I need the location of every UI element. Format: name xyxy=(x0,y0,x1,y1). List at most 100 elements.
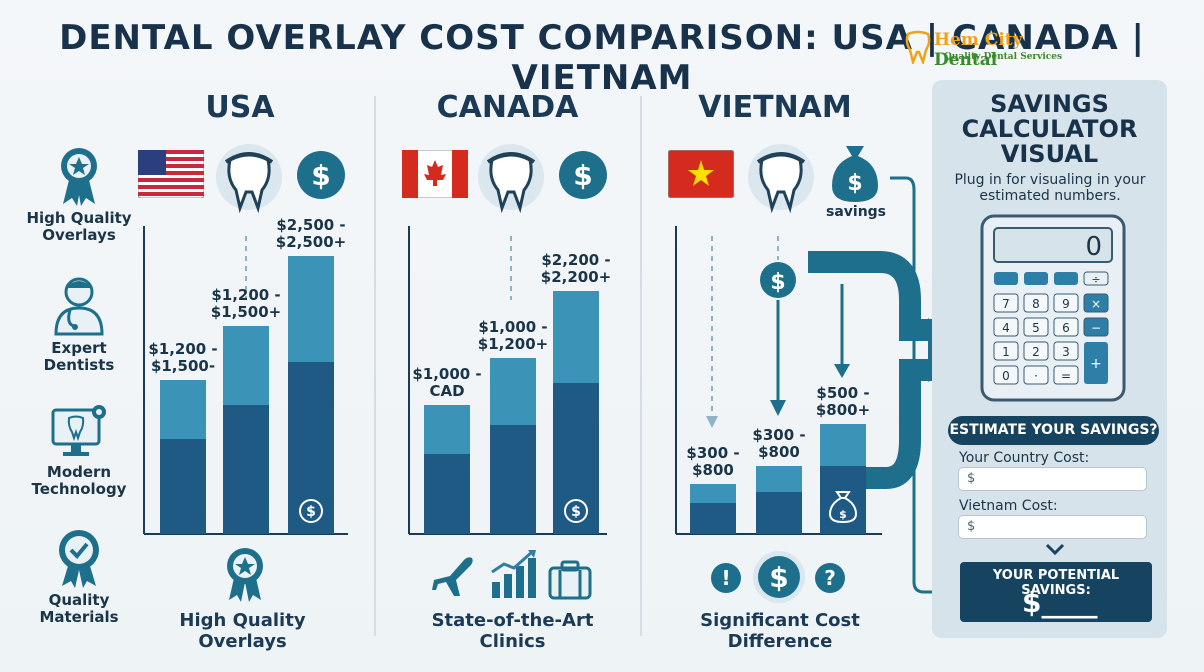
logo-name-part2: Dental xyxy=(934,50,998,70)
vietnam-cost-label: Vietnam Cost: xyxy=(959,498,1058,514)
calc-key[interactable]: 0 xyxy=(993,365,1019,385)
feature-label: Modern Technology xyxy=(31,463,127,498)
calc-key-plus[interactable]: + xyxy=(1084,342,1108,384)
data-label: $1,000 -$1,200+ xyxy=(478,318,548,353)
svg-text:$: $ xyxy=(769,561,788,594)
svg-text:4: 4 xyxy=(1002,321,1010,335)
page-title: DENTAL OVERLAY COST COMPARISON: USA | CA… xyxy=(59,18,1145,98)
svg-text:5: 5 xyxy=(1032,321,1040,335)
calc-key[interactable]: 8 xyxy=(1023,293,1049,313)
column-divider xyxy=(640,96,642,636)
calc-key[interactable]: · xyxy=(1023,365,1049,385)
feature-label: Expert Dentists xyxy=(43,339,115,374)
bar-segment xyxy=(160,439,206,534)
data-label: $1,000 -CAD xyxy=(412,365,481,400)
award-ribbon-icon xyxy=(61,148,97,206)
bar-segment xyxy=(288,362,334,534)
calculator-icon: 0 ÷ 7 8 9 × 4 5 6 − 1 2 3 +0 · = xyxy=(980,214,1126,402)
usa-flag-icon xyxy=(138,150,204,198)
svg-text:3: 3 xyxy=(1062,345,1070,359)
bar-segment xyxy=(690,503,736,534)
bar-segment xyxy=(490,425,536,534)
award-ribbon-icon xyxy=(227,548,263,602)
bar-money-bag-icon: $ xyxy=(828,491,858,524)
data-label: $1,200 -$1,500- xyxy=(148,340,217,375)
svg-text:0: 0 xyxy=(1002,369,1010,383)
calc-key[interactable]: = xyxy=(1053,365,1079,385)
calc-key[interactable]: 7 xyxy=(993,293,1019,313)
svg-text:$: $ xyxy=(573,159,592,192)
bar-segment xyxy=(424,454,470,534)
calc-key[interactable]: 6 xyxy=(1053,317,1079,337)
bar-chart-usa: $1,200 -$1,500- $1,200 -$1,500+ $2,500 -$2… xyxy=(143,216,348,535)
svg-text:2: 2 xyxy=(1032,345,1040,359)
bar-dollar-icon: $ xyxy=(564,499,588,523)
calculator-title-line2: CALCULATOR xyxy=(961,115,1138,143)
svg-text:7: 7 xyxy=(1002,297,1010,311)
svg-text:$: $ xyxy=(306,504,316,520)
svg-text:!: ! xyxy=(721,566,730,590)
svg-text:$: $ xyxy=(770,270,785,295)
savings-label: savings xyxy=(825,204,887,220)
svg-text:·: · xyxy=(1034,369,1038,383)
svg-text:?: ? xyxy=(824,566,836,590)
logo-name-part1: Hem City xyxy=(934,30,1023,50)
data-label: $2,500 -$2,500+ xyxy=(276,216,346,251)
calc-key[interactable]: × xyxy=(1083,293,1109,313)
vietnam-flag-icon xyxy=(668,150,734,198)
check-badge-icon xyxy=(59,530,99,588)
calc-key[interactable]: 5 xyxy=(1023,317,1049,337)
money-bag-icon: $ xyxy=(832,146,878,202)
monitor-tooth-icon xyxy=(51,405,106,456)
column-header-usa: USA xyxy=(205,90,275,125)
svg-text:9: 9 xyxy=(1062,297,1070,311)
svg-text:$: $ xyxy=(311,159,330,192)
data-label: $300 -$800 xyxy=(752,426,805,461)
dollar-coin-icon: $ xyxy=(753,551,805,603)
column-header-vietnam: VIETNAM xyxy=(698,90,852,125)
vietnam-dollar-coin-icon: $ xyxy=(760,262,796,298)
potential-savings-value: $____ xyxy=(1022,586,1098,619)
feature-expert-dentists: Expert Dentists xyxy=(14,274,144,374)
svg-text:1: 1 xyxy=(1002,345,1010,359)
calculator-subtitle: Plug in for visualing in your estimated … xyxy=(954,172,1146,204)
calc-key[interactable]: − xyxy=(1083,317,1109,337)
suitcase-icon xyxy=(548,560,592,600)
potential-savings-label: YOUR POTENTIAL SAVINGS: xyxy=(992,568,1120,598)
calculator-title-line3: VISUAL xyxy=(1000,140,1099,168)
bar-dollar-icon: $ xyxy=(299,499,323,523)
calc-key[interactable]: 9 xyxy=(1053,293,1079,313)
column-header-canada: CANADA xyxy=(436,90,579,125)
calc-key[interactable]: 1 xyxy=(993,341,1019,361)
bar-segment xyxy=(223,405,269,534)
svg-text:−: − xyxy=(1091,321,1101,335)
exclamation-icon: ! xyxy=(711,563,741,593)
airplane-icon xyxy=(432,557,473,596)
feature-modern-technology: Modern Technology xyxy=(14,404,144,498)
feature-quality-materials: Quality Materials xyxy=(14,528,144,626)
bar-chart-canada: $1,000 -CAD $1,000 -$1,200+ $2,200 -$2,200… xyxy=(408,226,611,535)
bar-segment xyxy=(820,466,866,534)
usa-footer-label: High Quality Overlays xyxy=(179,610,306,652)
feature-label: Quality Materials xyxy=(39,591,119,626)
calc-key[interactable]: 3 xyxy=(1053,341,1079,361)
calculator-title: SAVINGS CALCULATOR VISUAL xyxy=(932,92,1167,167)
svg-text:$: $ xyxy=(571,504,581,520)
svg-text:×: × xyxy=(1091,297,1101,311)
tooth-overlay-icon xyxy=(216,144,282,214)
calculator-title-line1: SAVINGS xyxy=(990,90,1109,118)
country-cost-input[interactable]: $ xyxy=(958,467,1147,491)
svg-text:$: $ xyxy=(847,171,862,196)
canada-footer-label: State-of-the-Art Clinics xyxy=(431,610,594,652)
column-divider xyxy=(374,96,376,636)
calc-key[interactable]: 2 xyxy=(1023,341,1049,361)
svg-text:$: $ xyxy=(839,508,847,521)
logo-tagline: Quality Dental Services xyxy=(944,52,1063,62)
calc-key[interactable]: 4 xyxy=(993,317,1019,337)
hem-city-dental-logo: Hem City Dental Quality Dental Services xyxy=(900,30,1090,70)
data-label: $1,200 -$1,500+ xyxy=(211,286,281,321)
vietnam-cost-input[interactable]: $ xyxy=(958,515,1147,539)
tooth-overlay-icon xyxy=(478,144,544,214)
canada-flag-icon xyxy=(402,150,468,198)
